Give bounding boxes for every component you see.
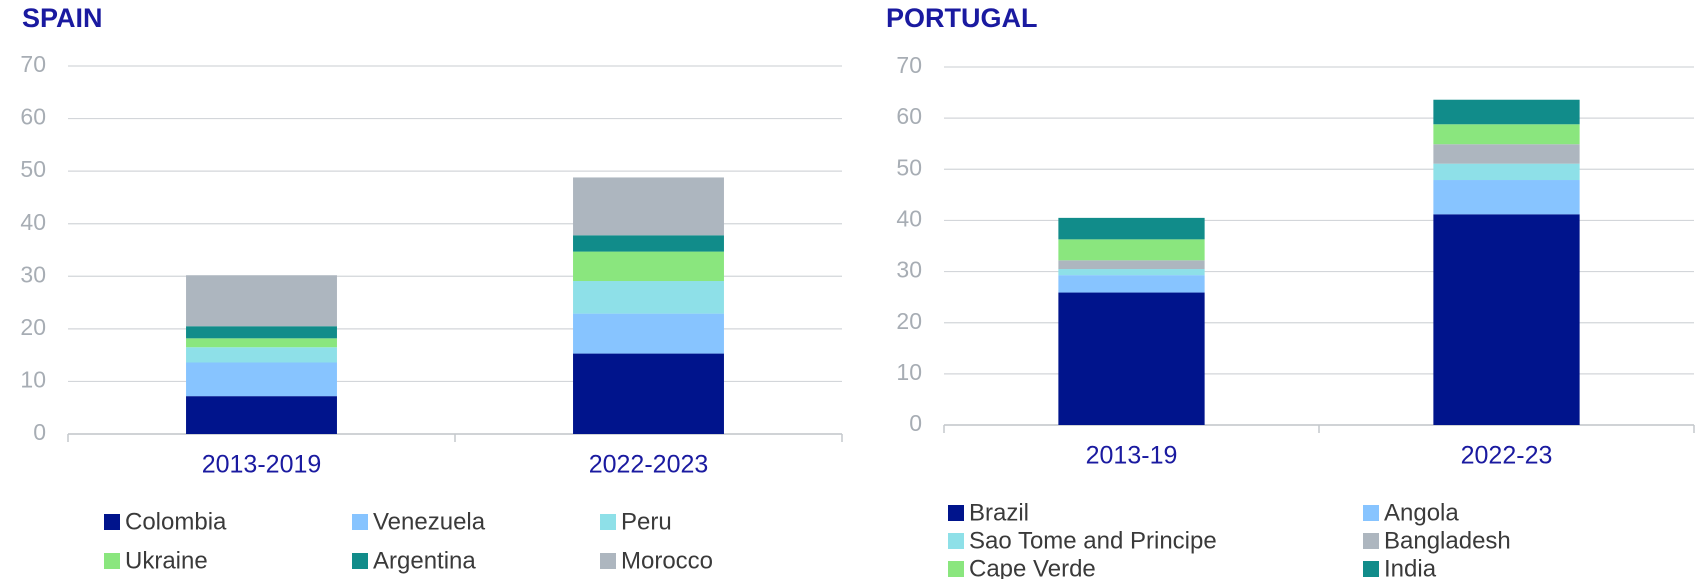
legend-swatch [1363, 561, 1379, 577]
bar-segment [573, 313, 724, 354]
bar-segment [573, 251, 724, 282]
legend-label: Venezuela [373, 508, 486, 535]
y-tick-label: 0 [909, 410, 922, 436]
legend-label: Angola [1384, 499, 1459, 526]
legend-swatch [948, 533, 964, 549]
legend-swatch [1363, 533, 1379, 549]
bar-segment [1058, 269, 1205, 276]
legend-label: Cape Verde [969, 555, 1096, 579]
bar-segment [1433, 214, 1580, 425]
bar-segment [1433, 99, 1580, 125]
legend-swatch [104, 553, 120, 569]
y-tick-label: 10 [20, 367, 46, 393]
legend-swatch [352, 553, 368, 569]
legend-swatch [104, 514, 120, 530]
bar-segment [186, 275, 337, 327]
legend-label: India [1384, 555, 1437, 579]
y-tick-label: 30 [20, 261, 46, 287]
bar-segment [186, 396, 337, 434]
x-tick-label: 2022-2023 [589, 451, 709, 479]
bar-segment [186, 347, 337, 363]
y-tick-label: 20 [896, 308, 922, 334]
x-tick-label: 2022-23 [1461, 442, 1553, 470]
y-tick-label: 0 [33, 419, 46, 445]
legend-swatch [948, 561, 964, 577]
y-tick-label: 40 [896, 206, 922, 232]
chart-title: SPAIN [22, 3, 103, 33]
y-tick-label: 60 [20, 104, 46, 130]
legend-label: Argentina [373, 547, 476, 574]
legend-swatch [352, 514, 368, 530]
legend-swatch [600, 553, 616, 569]
legend-swatch [600, 514, 616, 530]
legend-label: Brazil [969, 499, 1029, 526]
legend-label: Sao Tome and Principe [969, 527, 1217, 554]
bar-segment [1058, 217, 1205, 240]
y-tick-label: 50 [896, 154, 922, 180]
y-tick-label: 40 [20, 209, 46, 235]
y-tick-label: 30 [896, 257, 922, 283]
legend-swatch [1363, 505, 1379, 521]
bar-segment [573, 177, 724, 236]
y-tick-label: 70 [896, 52, 922, 78]
y-tick-label: 60 [896, 103, 922, 129]
x-tick-label: 2013-2019 [202, 451, 322, 479]
bar-segment [573, 353, 724, 434]
legend-swatch [948, 505, 964, 521]
bar-segment [573, 235, 724, 252]
y-tick-label: 10 [896, 359, 922, 385]
legend-label: Bangladesh [1384, 527, 1511, 554]
bar-segment [186, 326, 337, 339]
bar-segment [573, 281, 724, 314]
bar-segment [1433, 180, 1580, 215]
legend-label: Ukraine [125, 547, 208, 574]
x-tick-label: 2013-19 [1086, 442, 1178, 470]
y-tick-label: 20 [20, 314, 46, 340]
legend-label: Peru [621, 508, 672, 535]
y-tick-label: 50 [20, 156, 46, 182]
y-tick-label: 70 [20, 51, 46, 77]
bar-segment [1058, 292, 1205, 425]
bar-segment [1058, 239, 1205, 261]
bar-segment [1058, 260, 1205, 270]
legend-label: Morocco [621, 547, 713, 574]
bar-segment [1058, 275, 1205, 293]
bar-segment [186, 362, 337, 397]
chart-title: PORTUGAL [886, 3, 1038, 33]
bar-segment [186, 338, 337, 348]
bar-segment [1433, 124, 1580, 145]
bar-segment [1433, 144, 1580, 164]
legend-label: Colombia [125, 508, 227, 535]
bar-segment [1433, 163, 1580, 181]
